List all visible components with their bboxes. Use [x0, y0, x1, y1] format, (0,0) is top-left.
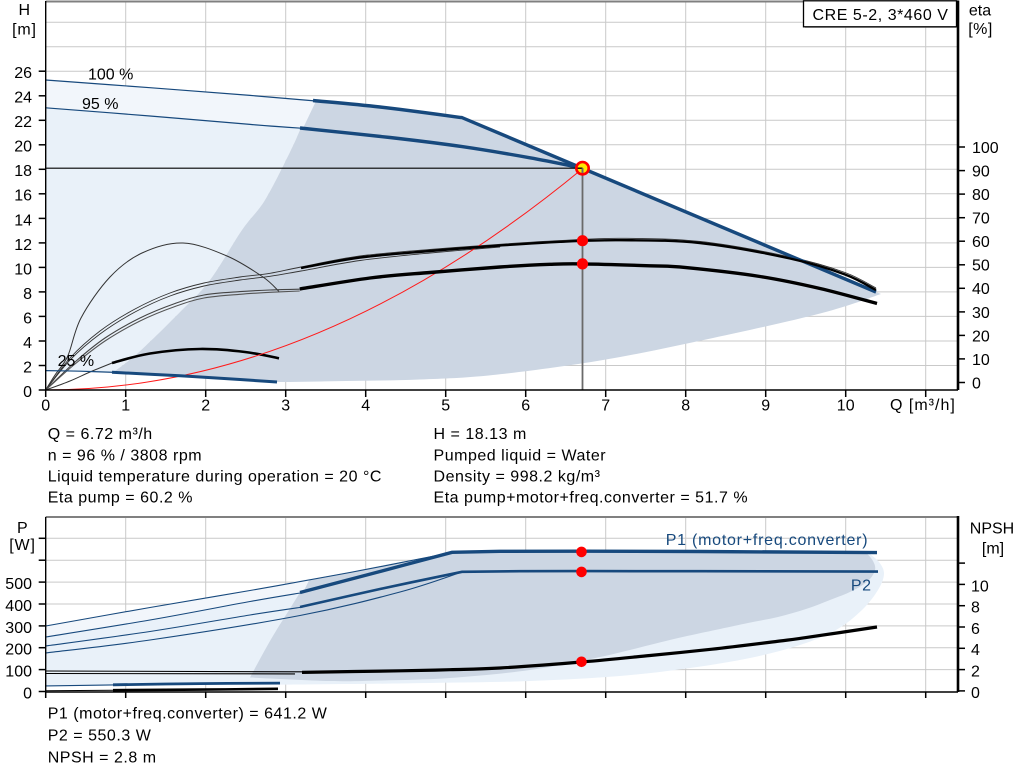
svg-text:Density = 998.2 kg/m³: Density = 998.2 kg/m³	[434, 468, 601, 485]
svg-text:10: 10	[14, 261, 32, 278]
svg-text:NPSH = 2.8 m: NPSH = 2.8 m	[48, 750, 157, 767]
svg-text:6: 6	[521, 398, 530, 415]
svg-text:9: 9	[761, 398, 770, 415]
svg-text:n = 96 % / 3808 rpm: n = 96 % / 3808 rpm	[48, 447, 202, 464]
svg-text:H = 18.13 m: H = 18.13 m	[434, 426, 527, 443]
svg-text:2: 2	[23, 359, 32, 376]
svg-text:Q [m³/h]: Q [m³/h]	[890, 397, 956, 414]
svg-text:0: 0	[972, 375, 981, 392]
svg-text:70: 70	[972, 211, 990, 228]
svg-text:CRE 5-2, 3*460 V: CRE 5-2, 3*460 V	[813, 7, 949, 24]
svg-text:4: 4	[971, 642, 980, 659]
svg-text:Eta pump = 60.2 %: Eta pump = 60.2 %	[48, 490, 193, 507]
svg-text:P2 = 550.3 W: P2 = 550.3 W	[48, 727, 152, 744]
svg-text:Liquid temperature during oper: Liquid temperature during operation = 20…	[48, 468, 382, 485]
svg-text:60: 60	[972, 234, 990, 251]
svg-text:16: 16	[14, 188, 32, 205]
svg-text:4: 4	[23, 335, 32, 352]
svg-text:0: 0	[23, 384, 32, 401]
svg-text:2: 2	[971, 664, 980, 681]
svg-text:8: 8	[971, 600, 980, 617]
svg-text:3: 3	[281, 398, 290, 415]
svg-text:500: 500	[5, 576, 32, 593]
svg-text:100: 100	[972, 140, 999, 157]
svg-text:95 %: 95 %	[82, 96, 118, 113]
svg-text:7: 7	[601, 398, 610, 415]
svg-text:2: 2	[201, 398, 210, 415]
svg-text:[W]: [W]	[9, 537, 35, 554]
svg-text:100: 100	[5, 664, 32, 681]
svg-text:eta: eta	[969, 3, 991, 20]
svg-text:400: 400	[5, 598, 32, 615]
svg-text:22: 22	[14, 114, 32, 131]
svg-text:25 %: 25 %	[58, 353, 94, 370]
svg-text:14: 14	[14, 212, 32, 229]
svg-text:8: 8	[681, 398, 690, 415]
svg-text:P2: P2	[851, 578, 872, 595]
svg-text:P1 (motor+freq.converter) = 64: P1 (motor+freq.converter) = 641.2 W	[48, 705, 328, 722]
svg-text:80: 80	[972, 187, 990, 204]
svg-text:[%]: [%]	[968, 21, 993, 38]
svg-text:6: 6	[23, 310, 32, 327]
svg-text:Eta pump+motor+freq.converter: Eta pump+motor+freq.converter = 51.7 %	[434, 490, 749, 507]
svg-text:6: 6	[971, 621, 980, 638]
svg-text:24: 24	[14, 90, 32, 107]
svg-text:Q = 6.72 m³/h: Q = 6.72 m³/h	[48, 426, 153, 443]
svg-text:30: 30	[972, 305, 990, 322]
svg-text:NPSH: NPSH	[970, 521, 1014, 538]
svg-text:5: 5	[441, 398, 450, 415]
svg-text:8: 8	[23, 286, 32, 303]
svg-text:0: 0	[41, 398, 50, 415]
svg-text:10: 10	[972, 352, 990, 369]
svg-text:1: 1	[121, 398, 130, 415]
svg-text:18: 18	[14, 163, 32, 180]
svg-text:P: P	[17, 520, 28, 537]
svg-text:[m]: [m]	[12, 22, 37, 39]
svg-text:20: 20	[14, 139, 32, 156]
svg-text:0: 0	[971, 685, 980, 702]
svg-text:50: 50	[972, 258, 990, 275]
svg-text:P1 (motor+freq.converter): P1 (motor+freq.converter)	[666, 532, 869, 549]
svg-text:0: 0	[23, 685, 32, 702]
svg-text:20: 20	[972, 328, 990, 345]
svg-text:40: 40	[972, 281, 990, 298]
svg-text:H: H	[19, 2, 31, 19]
svg-text:10: 10	[971, 578, 989, 595]
svg-text:10: 10	[837, 398, 855, 415]
svg-text:Pumped liquid = Water: Pumped liquid = Water	[434, 447, 607, 464]
svg-text:26: 26	[14, 65, 32, 82]
svg-text:300: 300	[5, 620, 32, 637]
svg-text:4: 4	[361, 398, 370, 415]
svg-text:90: 90	[972, 163, 990, 180]
svg-text:12: 12	[14, 237, 32, 254]
svg-text:100 %: 100 %	[88, 67, 133, 84]
svg-text:200: 200	[5, 642, 32, 659]
svg-text:[m]: [m]	[982, 541, 1004, 558]
